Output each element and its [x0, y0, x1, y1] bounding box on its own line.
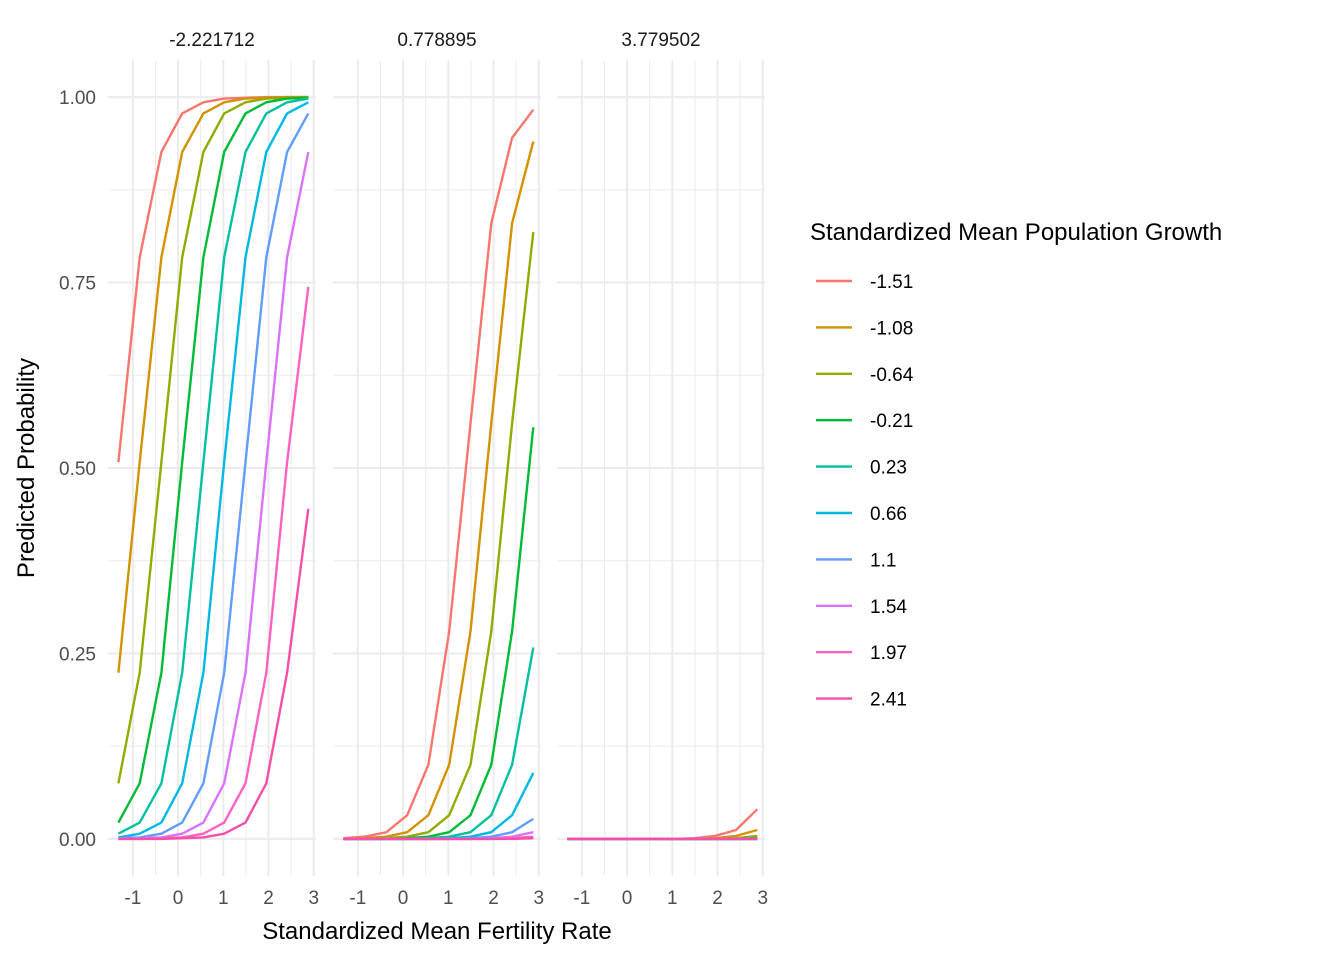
y-tick-label: 0.75	[59, 274, 96, 295]
legend-label: -1.51	[870, 272, 913, 293]
x-tick-label: -1	[573, 888, 590, 909]
series-line-1.1	[118, 112, 310, 840]
y-tick-label: 0.00	[59, 830, 96, 851]
x-tick-label: -1	[124, 888, 141, 909]
x-tick-label: 2	[263, 888, 274, 909]
series-line--0.64	[117, 95, 309, 784]
series-line-2.41	[118, 508, 310, 841]
series-line-0.23	[117, 97, 309, 835]
panel-3: 3.779502 -1 0 1 2 3	[557, 30, 768, 909]
x-tick-label: 3	[757, 888, 768, 909]
x-tick-label: 1	[667, 888, 678, 909]
series-line--0.21	[117, 96, 309, 824]
legend: Standardized Mean Population Growth -1.5…	[810, 219, 1222, 711]
legend-item--0.64: -0.64	[816, 365, 914, 386]
legend-title: Standardized Mean Population Growth	[810, 219, 1222, 246]
facet-label: 0.778895	[397, 30, 476, 51]
panel-2: 0.778895 -1 0 1 2 3	[333, 30, 544, 909]
panel-series	[567, 808, 759, 841]
legend-item-2.41: 2.41	[816, 690, 907, 711]
series-line--0.64	[343, 231, 535, 841]
x-axis-title: Standardized Mean Fertility Rate	[262, 918, 612, 945]
legend-item-1.1: 1.1	[816, 550, 896, 571]
chart-panels: -2.221712-1 0 1 2 30.778895-1 0 1 2 33.779502-1 0…	[108, 30, 768, 909]
x-tick-label: 0	[173, 888, 184, 909]
panel-grid	[333, 60, 541, 876]
legend-label: 1.1	[870, 550, 896, 571]
x-tick-label: 2	[488, 888, 499, 909]
x-tick-label: 2	[712, 888, 723, 909]
series-line-2.41	[343, 837, 534, 841]
legend-item--0.21: -0.21	[816, 411, 913, 432]
panel-1: -2.221712 -1 0 1 2 3	[108, 30, 319, 909]
y-tick-label: 1.00	[59, 88, 96, 109]
legend-label: 1.54	[870, 597, 907, 618]
x-tick-labels: -1 0 1 2 3	[349, 888, 544, 909]
x-tick-label: -1	[349, 888, 366, 909]
series-line--1.51	[117, 95, 309, 463]
x-tick-label: 0	[622, 888, 633, 909]
y-tick-label: 0.25	[59, 644, 96, 665]
legend-item-0.23: 0.23	[816, 458, 907, 479]
series-line-0.66	[118, 101, 309, 839]
legend-item-1.54: 1.54	[816, 597, 907, 618]
legend-label: 0.66	[870, 504, 907, 525]
legend-label: -0.21	[870, 411, 913, 432]
facet-label: -2.221712	[169, 30, 255, 51]
legend-item-1.97: 1.97	[816, 643, 907, 664]
y-axis-title: Predicted Probability	[13, 358, 40, 578]
legend-item-0.66: 0.66	[816, 504, 907, 525]
x-tick-labels: -1 0 1 2 3	[124, 888, 319, 909]
facet-label: 3.779502	[621, 30, 700, 51]
panel-grid	[557, 60, 765, 876]
series-line--1.51	[343, 108, 535, 840]
panel-series	[343, 108, 535, 841]
panel-grid	[108, 60, 316, 876]
legend-label: -1.08	[870, 318, 913, 339]
x-tick-label: 1	[218, 888, 229, 909]
legend-label: -0.64	[870, 365, 914, 386]
legend-label: 2.41	[870, 690, 907, 711]
y-tick-label: 0.50	[59, 459, 96, 480]
panel-series	[117, 95, 310, 841]
x-tick-label: 0	[398, 888, 409, 909]
x-tick-label: 3	[308, 888, 319, 909]
legend-label: 1.97	[870, 643, 907, 664]
legend-item--1.51: -1.51	[816, 272, 913, 293]
y-axis: 0.00 0.25 0.50 0.75 1.00	[59, 88, 96, 851]
x-tick-labels: -1 0 1 2 3	[573, 888, 768, 909]
series-line--1.51	[567, 808, 759, 841]
x-tick-label: 1	[443, 888, 454, 909]
legend-label: 0.23	[870, 458, 907, 479]
x-tick-label: 3	[533, 888, 544, 909]
legend-item--1.08: -1.08	[816, 318, 913, 339]
